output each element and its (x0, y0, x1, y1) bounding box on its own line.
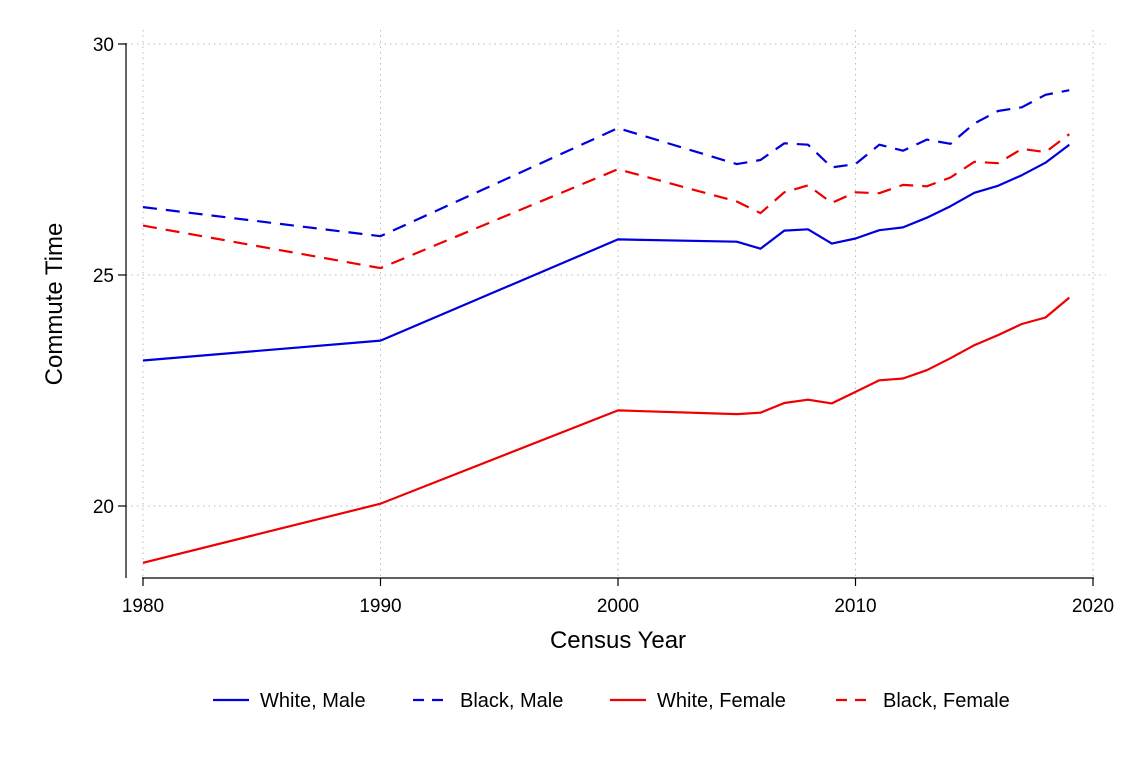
legend-label: Black, Male (460, 690, 563, 712)
legend-label: White, Female (657, 690, 786, 712)
x-tick-label: 2000 (597, 596, 639, 617)
legend: White, Male Black, Male White, Female Black… (213, 690, 1010, 712)
y-axis-title: Commute Time (41, 223, 68, 386)
x-tick-label: 2010 (834, 596, 876, 617)
series-line-0 (142, 143, 1070, 362)
series-lines (142, 89, 1071, 564)
tick-marks: 20 25 30 1980 1990 2000 2010 2020 (93, 35, 1114, 617)
axes (125, 43, 1094, 579)
x-tick-label: 1980 (122, 596, 164, 617)
legend-label: Black, Female (883, 690, 1010, 712)
grid-lines (126, 30, 1106, 578)
series-line-2 (142, 296, 1071, 564)
y-tick-label: 20 (93, 497, 114, 518)
legend-label: White, Male (260, 690, 366, 712)
y-tick-label: 30 (93, 35, 114, 56)
y-tick-label: 25 (93, 266, 114, 287)
series-line-1 (142, 89, 1070, 238)
x-tick-label: 2020 (1072, 596, 1114, 617)
x-tick-label: 1990 (359, 596, 401, 617)
x-axis-title: Census Year (550, 627, 686, 654)
series-line-3 (142, 133, 1070, 270)
